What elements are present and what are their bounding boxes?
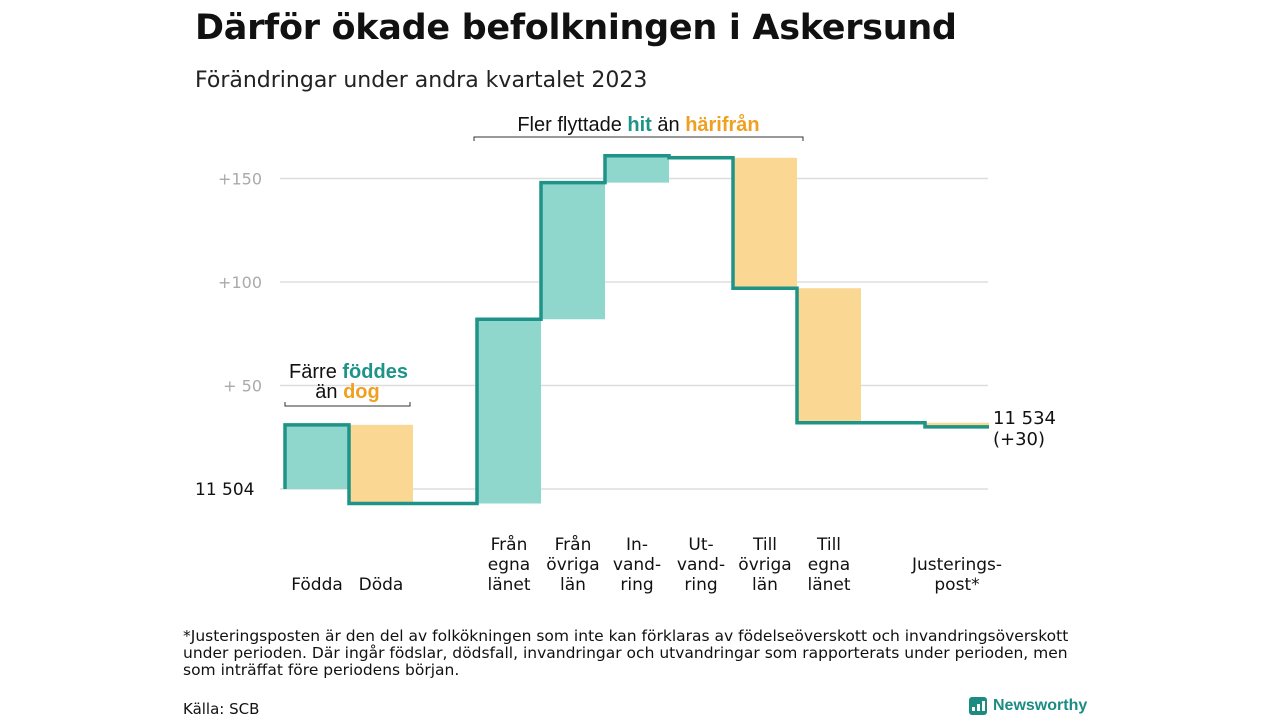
x-category-label: Från	[555, 534, 592, 555]
end-value-label: 11 534	[993, 408, 1056, 429]
annotation-bracket	[284, 402, 411, 407]
annotation-text-part: Fler flyttade	[517, 114, 627, 136]
x-category-label: In-	[626, 535, 648, 555]
x-category-label: post*	[934, 575, 979, 595]
waterfall-bar	[734, 157, 797, 289]
waterfall-bar	[478, 319, 541, 504]
x-category-label: Från	[491, 534, 528, 555]
x-category-label: vand-	[613, 555, 661, 575]
cumulative-step-line	[283, 153, 989, 506]
annotation-text: Fler flyttade hit än härifrån	[517, 113, 759, 136]
newsworthy-logo-text: Newsworthy	[993, 697, 1088, 714]
y-tick-label: + 50	[223, 377, 262, 396]
annotation-text-part: Färre	[289, 361, 342, 383]
x-category-label: Justerings-	[911, 555, 1002, 575]
x-category-label: Ut-	[688, 535, 713, 555]
x-category-label: egna	[488, 555, 530, 575]
x-category-label: Till	[816, 535, 841, 555]
chart-subtitle: Förändringar under andra kvartalet 2023	[195, 68, 648, 93]
x-category-label: länet	[487, 575, 530, 595]
x-category-label: ring	[620, 575, 653, 595]
annotation-text-part: dog	[343, 381, 380, 403]
x-category-label: övriga	[738, 555, 791, 575]
x-category-label: län	[752, 575, 778, 595]
waterfall-bar	[606, 155, 669, 183]
end-value-label: (+30)	[993, 429, 1045, 450]
chart-title: Därför ökade befolkningen i Askersund	[195, 8, 957, 48]
x-category-label: Döda	[359, 575, 404, 595]
newsworthy-logo: Newsworthy	[969, 697, 1087, 715]
source-credit: Källa: SCB	[183, 700, 260, 718]
annotation-text-part: än	[315, 381, 343, 403]
footnote: *Justeringsposten är den del av folkökni…	[183, 627, 1069, 679]
annotation-text-part: härifrån	[685, 113, 759, 136]
y-tick-label: +100	[218, 273, 262, 292]
y-tick-label: +150	[218, 170, 262, 189]
x-category-label: Till	[752, 535, 777, 555]
annotation-bracket	[473, 136, 804, 141]
waterfall-bar	[286, 424, 349, 489]
x-category-label: egna	[808, 555, 850, 575]
start-value-label: 11 504	[195, 480, 254, 500]
annotation-text-part: föddes	[342, 361, 408, 383]
annotation-text-part: än	[652, 114, 685, 136]
annotation-text: Färre föddes	[289, 361, 408, 383]
annotation-text-part: hit	[627, 114, 652, 136]
x-category-label: ring	[684, 575, 717, 595]
x-category-label: övriga	[546, 555, 599, 575]
x-category-label: länet	[807, 575, 850, 595]
waterfall-bar	[926, 422, 989, 427]
waterfall-bar	[350, 424, 413, 504]
annotation-text: än dog	[315, 381, 379, 403]
x-category-label: län	[560, 575, 586, 595]
newsworthy-logo-icon	[969, 697, 987, 715]
waterfall-bar	[542, 182, 605, 320]
x-category-label: Födda	[291, 575, 343, 595]
x-category-label: vand-	[677, 555, 725, 575]
waterfall-bar	[798, 288, 861, 423]
